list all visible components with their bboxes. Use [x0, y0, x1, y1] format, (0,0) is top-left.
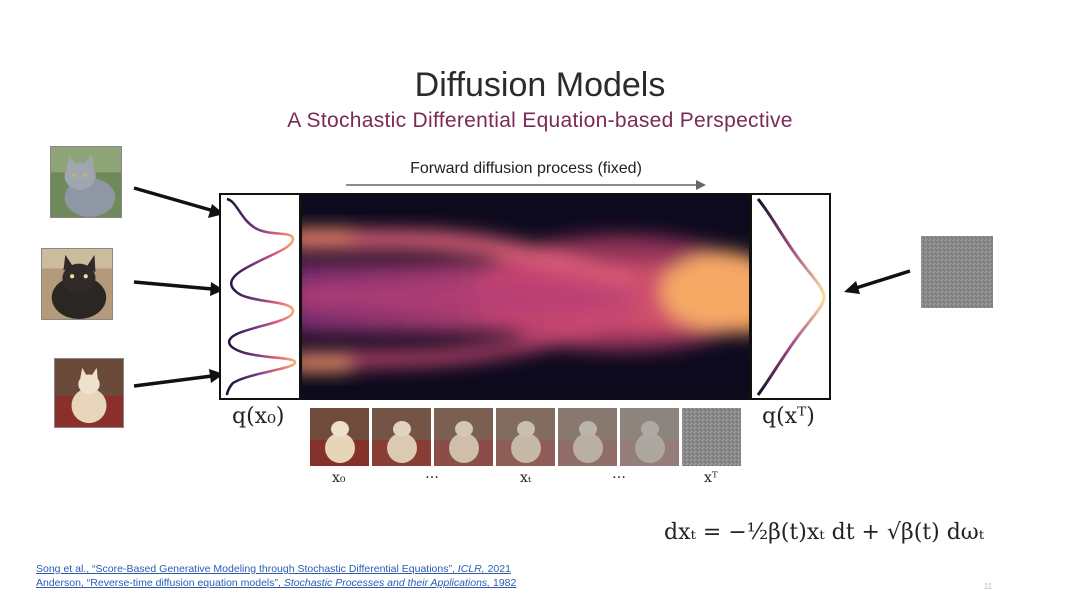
initial-distribution-label: q(x₀) — [232, 404, 285, 429]
reference-2-year: 1982 — [493, 577, 517, 589]
reference-2-venue: Stochastic Processes and their Applicati… — [283, 577, 491, 589]
sequence-label-dots-2: … — [612, 466, 626, 482]
forward-process-label: Forward diffusion process (fixed) — [410, 160, 642, 177]
input-arrows — [133, 186, 224, 388]
reference-2[interactable]: Anderson, “Reverse-time diffusion equati… — [36, 577, 516, 589]
reference-1-authors: Song et al., “Score-Based Generative Mod… — [36, 563, 455, 575]
page-number: 11 — [983, 582, 992, 591]
prior-distribution-plot — [750, 193, 831, 400]
reference-1-venue: ICLR, — [457, 563, 485, 575]
prior-distribution-label: q(xᵀ) — [762, 404, 815, 429]
sequence-label-xT: xᵀ — [704, 470, 718, 486]
reference-1[interactable]: Song et al., “Score-Based Generative Mod… — [36, 563, 511, 575]
reference-2-authors: Anderson, “Reverse-time diffusion equati… — [36, 577, 281, 589]
sequence-label-xt: xₜ — [520, 470, 532, 486]
sde-equation: dxₜ = −½β(t)xₜ dt + √β(t) dωₜ — [664, 520, 985, 545]
initial-distribution-plot — [219, 193, 301, 400]
noise-image — [921, 236, 993, 308]
forward-arrow-icon — [346, 180, 706, 190]
reference-1-year: 2021 — [487, 563, 511, 575]
sequence-frame-1 — [310, 408, 369, 466]
cat-image-2 — [41, 248, 113, 320]
slide-title: Diffusion Models — [414, 66, 666, 104]
noise-arrow-icon — [844, 269, 911, 294]
diffusion-image-sequence — [310, 408, 741, 466]
sequence-label-dots-1: … — [425, 466, 439, 482]
slide-subtitle: A Stochastic Differential Equation-based… — [287, 109, 793, 132]
cat-image-3 — [54, 358, 124, 428]
diffusion-heatmap — [301, 193, 750, 400]
sequence-label-x0: x₀ — [332, 470, 346, 486]
cat-image-1 — [50, 146, 122, 218]
